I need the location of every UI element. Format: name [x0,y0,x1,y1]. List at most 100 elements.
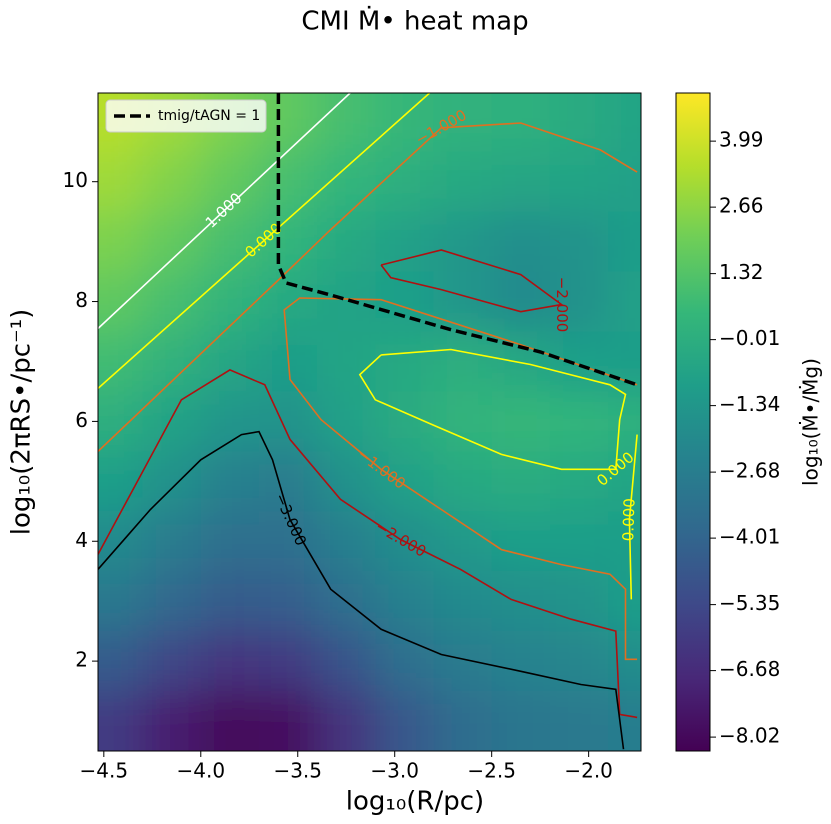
heatmap-cell [549,211,610,273]
heatmap-cell [608,691,641,751]
heatmap-cell [258,511,319,573]
heatmap-cell [433,691,493,751]
colorbar-label: log₁₀(Ṁ•/Ṁg) [799,358,823,486]
heatmap-cell [608,93,641,153]
heatmap-cell [258,571,319,633]
contour-line [283,297,638,661]
contour-line [98,93,431,389]
contour-line [358,348,627,471]
chart-title: CMI Ṁ• heat map [301,5,528,37]
heatmap-cell [200,211,260,273]
heatmap [98,93,641,751]
heatmap-cell [258,691,319,751]
heatmap-cell [142,451,202,513]
heatmap-cell [549,451,610,513]
y-tick-label: 10 [63,168,88,192]
heatmap-cell [491,511,551,573]
heatmap-cell [549,691,610,751]
heatmap-cell [433,511,493,573]
heatmap-cell [491,151,551,213]
heatmap-cell [200,391,260,453]
heatmap-cell [200,151,260,213]
contour-line [98,430,625,750]
heatmap-clip [98,93,641,751]
heatmap-cell [433,451,493,513]
heatmap-cell [200,271,260,333]
plot-frame [97,92,642,752]
colorbar-tick-label: −2.68 [719,459,780,483]
heatmap-cell [258,93,319,153]
heatmap-cell [608,631,641,693]
heatmap-cell [491,391,551,453]
heatmap-cell [491,571,551,633]
contour-line [98,122,638,452]
heatmap-cell [549,571,610,633]
colorbar [675,92,711,752]
heatmap-cell [98,451,144,513]
heatmap-cell [433,93,493,153]
heatmap-cell [491,691,551,751]
y-tick-label: 8 [75,288,88,312]
heatmap-cell [375,331,435,393]
x-tick-label: −3.5 [273,759,322,783]
heatmap-cell [433,151,493,213]
heatmap-cell [98,391,144,453]
heatmap-cell [317,93,377,153]
heatmap-cell [98,691,144,751]
y-tick-label: 2 [75,648,88,672]
heatmap-cell [549,271,610,333]
colorbar-tick-label: −5.35 [719,591,780,615]
heatmap-cell [317,511,377,573]
heatmap-cell [258,631,319,693]
heatmap-cell [200,631,260,693]
heatmap-cell [375,631,435,693]
colorbar-tick-label: −0.01 [719,326,780,350]
x-axis-label: log₁₀(R/pc) [346,787,484,817]
colorbar-tick-label: 3.99 [719,128,764,152]
heatmap-cell [258,271,319,333]
heatmap-cell [98,331,144,393]
heatmap-cell [317,331,377,393]
heatmap-cell [608,451,641,513]
heatmap-cell [491,271,551,333]
series-line [276,93,638,387]
heatmap-cell [491,211,551,273]
heatmap-cell [200,93,260,153]
contour-label: 0.000 [619,498,638,542]
heatmap-cell [433,571,493,633]
heatmap-cell [375,691,435,751]
heatmap-cell [608,571,641,633]
heatmap-cell [98,631,144,693]
heatmap-cell [549,331,610,393]
y-tick-label: 4 [75,528,88,552]
heatmap-cell [258,211,319,273]
legend-label: tmig/tAGN = 1 [158,108,260,124]
contour-label: −2.000 [553,277,571,333]
heatmap-cell [317,391,377,453]
heatmap-cell [98,151,144,213]
heatmap-cell [142,511,202,573]
contour-line [380,249,564,313]
contour-line [628,434,638,600]
contour-line [98,93,351,330]
heatmap-cell [142,571,202,633]
heatmap-cell [433,331,493,393]
heatmap-cell [200,451,260,513]
heatmap-cell [491,631,551,693]
heatmap-cell [549,631,610,693]
y-axis-label: log₁₀(2πRS•/pc⁻¹) [7,309,37,536]
heatmap-cell [608,211,641,273]
heatmap-cell [375,211,435,273]
heatmap-cell [375,451,435,513]
heatmap-cell [258,151,319,213]
heatmap-cell [433,631,493,693]
heatmap-cell [608,151,641,213]
heatmap-cell [491,93,551,153]
heatmap-cell [317,271,377,333]
heatmap-cell [317,631,377,693]
colorbar-tick-label: −1.34 [719,392,780,416]
heatmap-cell [491,451,551,513]
heatmap-cell [549,391,610,453]
heatmap-cell [142,151,202,213]
